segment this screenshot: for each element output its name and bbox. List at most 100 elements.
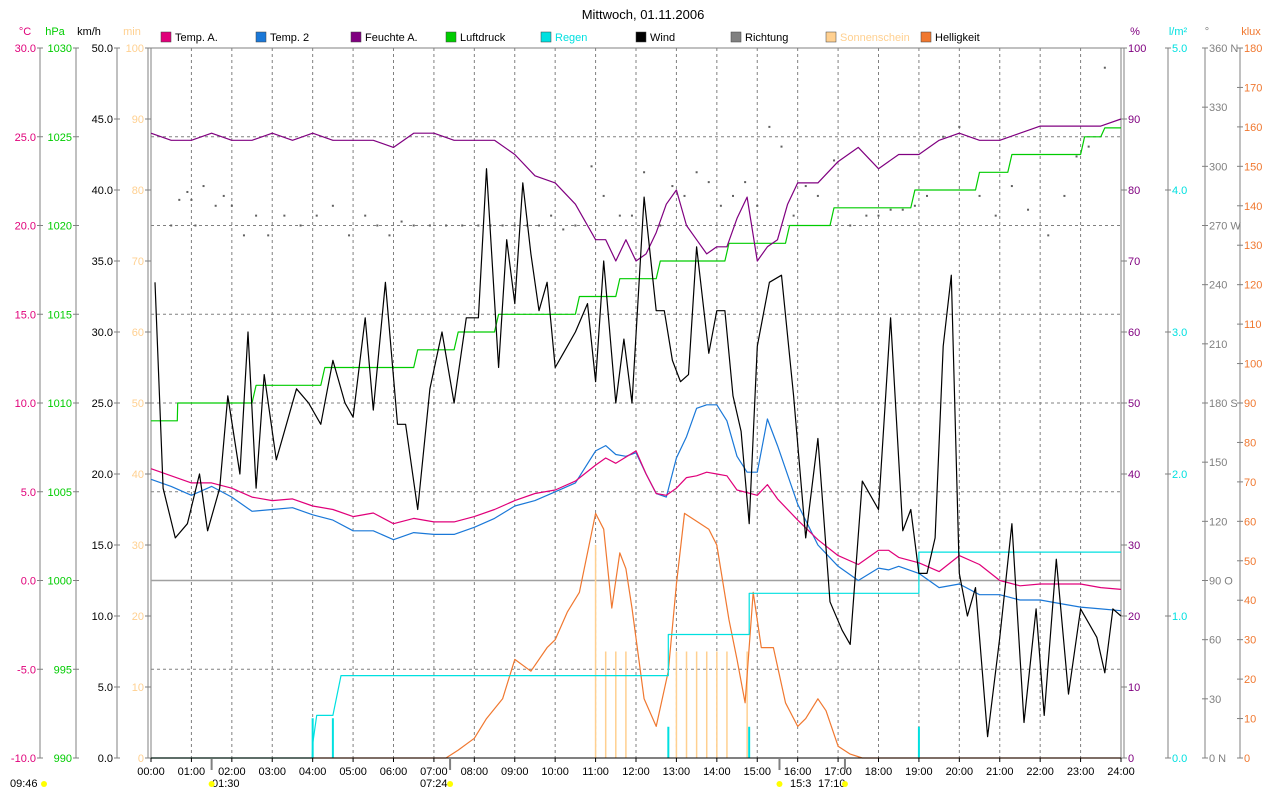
x-tick-label: 04:00 — [299, 766, 327, 778]
klux-axis-label: 0 — [1244, 753, 1250, 765]
temp-axis-label: -10.0 — [11, 753, 36, 765]
series-temp-a — [150, 450, 1122, 590]
temp-axis-label: 20.0 — [15, 221, 36, 233]
direction-point — [477, 224, 480, 227]
x-tick-label: 15:00 — [743, 766, 771, 778]
rain-unit: l/m² — [1169, 26, 1188, 38]
direction-point — [461, 224, 464, 227]
wind-axis-label: 20.0 — [92, 469, 113, 481]
legend-swatch — [730, 31, 742, 43]
rain-axis-label: 0.0 — [1172, 753, 1187, 765]
sun-icon — [41, 781, 47, 787]
pressure-unit: hPa — [45, 26, 65, 38]
x-tick-label: 11:00 — [582, 766, 609, 778]
direction-point — [230, 204, 233, 207]
sun-axis-label: 50 — [132, 398, 144, 410]
direction-point — [618, 214, 621, 217]
sun-icon — [776, 781, 783, 787]
direction-point — [683, 194, 686, 197]
sun-time-label: 17:10 — [818, 778, 846, 790]
klux-axis-label: 40 — [1244, 595, 1256, 607]
pressure-axis-label: 1030 — [48, 43, 72, 55]
direction-point — [1075, 155, 1078, 158]
direction-axis-label: 330 — [1209, 102, 1227, 114]
direction-point — [756, 204, 759, 207]
pressure-axis-label: 1005 — [48, 487, 72, 499]
pressure-axis-label: 995 — [54, 664, 72, 676]
direction-point — [562, 228, 565, 231]
klux-axis-label: 30 — [1244, 635, 1256, 647]
right-axes: 10090807060504030201005.04.03.02.01.00.0… — [1121, 43, 1262, 765]
pressure-axis-label: 1015 — [48, 309, 72, 321]
klux-axis-label: 160 — [1244, 122, 1262, 134]
x-tick-label: 13:00 — [663, 766, 691, 778]
direction-point — [348, 234, 351, 237]
series-helligkeit — [151, 512, 1121, 759]
humidity-unit: % — [1130, 26, 1140, 38]
direction-point — [513, 224, 516, 227]
wind-axis-label: 0.0 — [98, 753, 113, 765]
klux-axis-label: 80 — [1244, 437, 1256, 449]
wind-axis-label: 5.0 — [98, 682, 113, 694]
direction-point — [428, 224, 431, 227]
left-axes: 30.025.020.015.010.05.00.0-5.0-10.010301… — [11, 43, 151, 765]
direction-point — [671, 185, 674, 188]
x-tick-label: 09:00 — [501, 766, 529, 778]
wind-axis-label: 40.0 — [92, 185, 113, 197]
direction-point — [299, 224, 302, 227]
sun-axis-label: 10 — [132, 682, 144, 694]
direction-axis-label: 180 S — [1209, 398, 1238, 410]
axis-units: °C hPa km/h min% l/m² ° klux — [19, 26, 1261, 38]
x-tick-label: 08:00 — [461, 766, 489, 778]
direction-axis-label: 210 — [1209, 339, 1227, 351]
sun-axis-label: 0 — [138, 753, 144, 765]
pressure-axis-label: 990 — [54, 753, 72, 765]
direction-point — [1103, 66, 1106, 69]
direction-point — [445, 224, 448, 227]
wind-axis-label: 30.0 — [92, 327, 113, 339]
x-axis: 00:00 01:00 02:00 03:00 04:00 05:00 06:00 07:00… — [137, 757, 1135, 778]
sun-axis-label: 20 — [132, 611, 144, 623]
direction-point — [780, 145, 783, 148]
direction-point — [194, 224, 197, 227]
legend-label: Luftdruck — [460, 32, 506, 44]
direction-axis-label: 30 — [1209, 694, 1221, 706]
humidity-axis-label: 80 — [1128, 185, 1140, 197]
direction-point — [412, 224, 415, 227]
legend-label: Sonnenschein — [840, 32, 910, 44]
legend-label: Wind — [650, 32, 675, 44]
sun-axis-label: 70 — [132, 256, 144, 268]
humidity-axis-label: 30 — [1128, 540, 1140, 552]
legend-swatch — [160, 31, 172, 43]
x-tick-label: 00:00 — [137, 766, 165, 778]
direction-point — [242, 234, 245, 237]
direction-point — [525, 224, 528, 227]
rain-axis-label: 1.0 — [1172, 611, 1187, 623]
direction-point — [865, 214, 868, 217]
sun-axis-label: 80 — [132, 185, 144, 197]
direction-point — [804, 185, 807, 188]
x-tick-label: 24:00 — [1107, 766, 1135, 778]
direction-point — [958, 125, 961, 128]
direction-point — [630, 214, 633, 217]
direction-point — [913, 204, 916, 207]
direction-axis-label: 0 N — [1209, 753, 1226, 765]
x-tick-label: 21:00 — [986, 766, 1014, 778]
direction-point — [388, 234, 391, 237]
sun-axis-label: 100 — [126, 43, 144, 55]
direction-point — [331, 204, 334, 207]
series-feuchte-a — [150, 118, 1122, 262]
rain-axis-label: 4.0 — [1172, 185, 1187, 197]
x-tick-label: 16:00 — [784, 766, 812, 778]
temp-axis-label: 15.0 — [15, 309, 36, 321]
x-tick-label: 14:00 — [703, 766, 731, 778]
direction-point — [643, 171, 646, 174]
wind-unit: km/h — [77, 26, 101, 38]
direction-point — [926, 194, 928, 197]
humidity-axis-label: 20 — [1128, 611, 1140, 623]
direction-point — [889, 208, 892, 211]
direction-point — [659, 224, 662, 227]
humidity-axis-label: 90 — [1128, 114, 1140, 126]
x-tick-label: 03:00 — [258, 766, 286, 778]
x-tick-label: 02:00 — [218, 766, 246, 778]
